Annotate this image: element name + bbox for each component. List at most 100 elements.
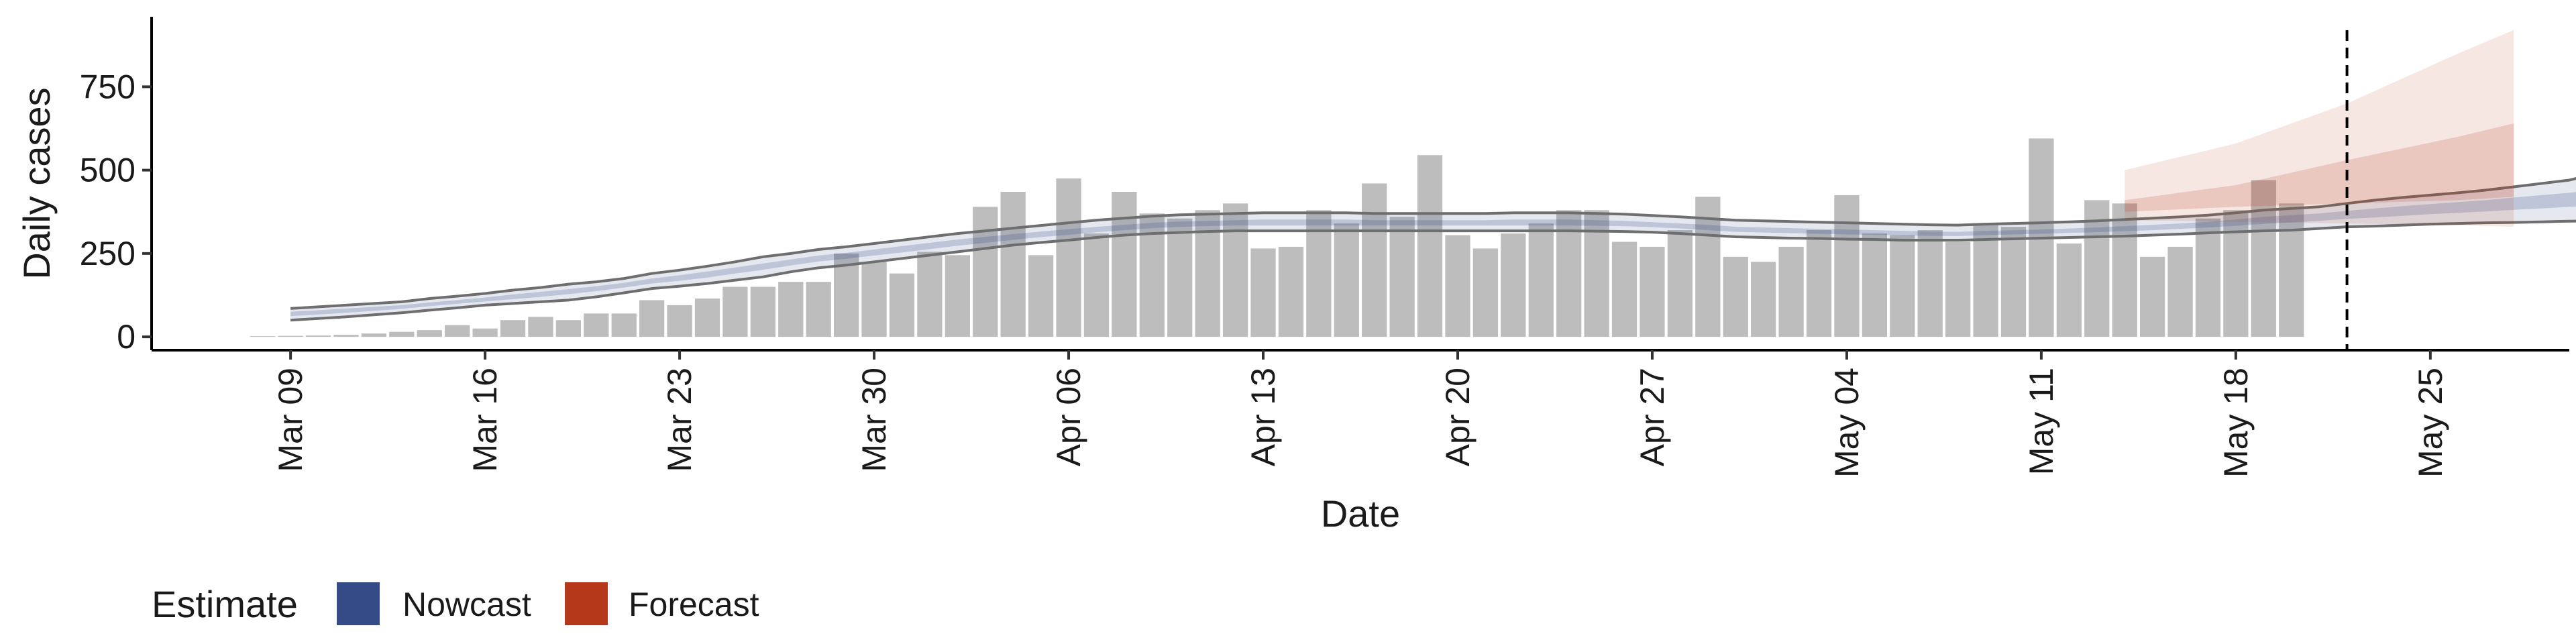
forecast-outer-band — [2125, 30, 2514, 227]
case-bar — [750, 286, 775, 337]
case-bar — [1667, 230, 1693, 337]
x-tick-label: Mar 16 — [466, 368, 504, 472]
case-bar — [1640, 246, 1665, 337]
x-tick-label: May 25 — [2412, 368, 2449, 478]
x-tick-label: May 11 — [2023, 368, 2060, 475]
case-bar — [305, 335, 331, 337]
case-bar — [1611, 241, 1638, 337]
case-bar — [555, 320, 582, 337]
bar-series-observed — [250, 138, 2304, 337]
y-tick-label: 500 — [80, 152, 136, 189]
case-bar — [694, 298, 720, 337]
case-bar — [472, 328, 498, 337]
x-tick-label: Mar 09 — [272, 368, 309, 472]
x-ticks: Mar 09 Mar 16 Mar 23 Mar 30 Apr 06 Apr 13 Apr … — [272, 350, 2449, 478]
case-bar — [1890, 235, 1915, 337]
case-bar — [1417, 155, 1443, 337]
legend: Estimate Nowcast Forecast — [152, 582, 759, 625]
case-bar — [1501, 233, 1526, 337]
y-ticks: 0 250 500 750 — [80, 68, 152, 356]
y-axis-title: Daily cases — [15, 87, 58, 279]
case-bar — [889, 273, 915, 337]
case-bar — [1000, 191, 1026, 337]
case-bar — [1862, 233, 1888, 337]
case-bar — [1472, 248, 1499, 337]
case-bar — [1167, 218, 1193, 337]
case-bar — [2084, 200, 2110, 337]
case-bar — [2000, 227, 2027, 337]
case-bar — [278, 335, 303, 337]
case-bar — [1834, 195, 1860, 337]
case-bar — [2251, 180, 2276, 337]
case-bar — [1112, 191, 1137, 337]
case-bar — [2195, 218, 2221, 337]
case-bar — [1778, 246, 1804, 337]
case-bar — [2279, 203, 2304, 337]
estimate-bands — [290, 30, 2576, 322]
case-bar — [1222, 203, 1248, 337]
case-bar — [973, 207, 998, 337]
case-bar — [1751, 262, 1776, 337]
case-bar — [1389, 217, 1415, 337]
case-bar — [917, 252, 943, 337]
case-bar — [1945, 241, 1971, 337]
case-bar — [1334, 223, 1359, 337]
case-bar — [833, 253, 859, 337]
case-bar — [861, 262, 887, 337]
case-bar — [1250, 248, 1276, 337]
legend-title: Estimate — [152, 583, 298, 625]
case-bar — [584, 313, 609, 337]
case-bar — [1445, 235, 1470, 337]
legend-key-nowcast — [337, 582, 380, 625]
case-bar — [806, 282, 831, 337]
case-bar — [639, 300, 665, 337]
case-bar — [333, 335, 359, 337]
case-bar — [2112, 203, 2137, 337]
case-bar — [1806, 230, 1832, 337]
x-axis-title: Date — [1321, 492, 1400, 535]
case-bar — [1973, 225, 1998, 337]
x-tick-label: Apr 20 — [1439, 368, 1477, 466]
legend-items: Nowcast Forecast — [337, 582, 759, 625]
x-tick-label: Mar 23 — [661, 368, 698, 472]
y-tick-label: 750 — [80, 68, 136, 105]
case-bar — [667, 305, 692, 337]
case-bar — [445, 325, 470, 337]
case-bar — [1278, 246, 1304, 337]
case-bar — [611, 313, 637, 337]
y-tick-label: 250 — [80, 235, 136, 272]
case-bar — [2139, 256, 2165, 337]
case-bar — [389, 331, 415, 337]
forecast-inner-band — [2125, 123, 2514, 212]
case-bar — [2167, 246, 2193, 337]
case-bar — [250, 336, 276, 337]
case-bar — [1917, 230, 1943, 337]
case-bar — [1056, 178, 1081, 337]
nowcast-lower-line — [290, 219, 2576, 322]
x-tick-label: May 18 — [2217, 368, 2255, 478]
case-bar — [722, 286, 748, 337]
case-bar — [361, 333, 387, 337]
case-bar — [778, 282, 804, 337]
axes: 0 250 500 750 Mar 09 Mar 16 Mar 23 Mar 30 Apr 0… — [80, 17, 2569, 478]
case-bar — [417, 330, 442, 337]
x-tick-label: Apr 06 — [1050, 368, 1087, 466]
x-tick-label: May 04 — [1828, 368, 1866, 478]
x-tick-label: Apr 13 — [1244, 368, 1282, 466]
case-bar — [500, 320, 526, 337]
legend-key-forecast — [565, 582, 608, 625]
x-tick-label: Mar 30 — [855, 368, 893, 472]
case-bar — [1362, 183, 1387, 337]
case-bar — [945, 255, 970, 337]
case-bar — [1028, 255, 1054, 337]
legend-label-nowcast: Nowcast — [402, 586, 531, 623]
case-bar — [1083, 233, 1110, 337]
nowcast-upper-line — [290, 177, 2576, 310]
legend-label-forecast: Forecast — [629, 586, 759, 623]
case-bar — [1528, 223, 1554, 337]
case-bar — [1723, 256, 1748, 337]
case-bar — [528, 317, 553, 337]
y-tick-label: 0 — [117, 318, 136, 356]
x-tick-label: Apr 27 — [1633, 368, 1671, 466]
